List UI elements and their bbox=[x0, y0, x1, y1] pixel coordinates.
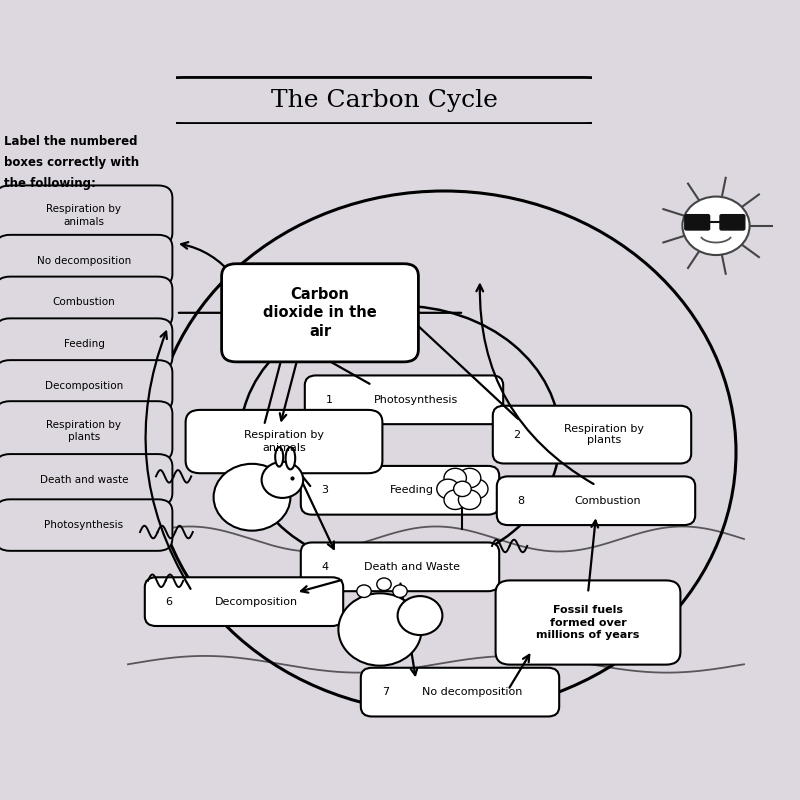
Circle shape bbox=[466, 479, 488, 498]
Text: Death and Waste: Death and Waste bbox=[364, 562, 460, 572]
FancyBboxPatch shape bbox=[301, 466, 499, 514]
FancyBboxPatch shape bbox=[145, 578, 343, 626]
Text: the following:: the following: bbox=[4, 177, 96, 190]
Text: Photosynthesis: Photosynthesis bbox=[45, 520, 123, 530]
Circle shape bbox=[262, 462, 303, 498]
Text: Death and waste: Death and waste bbox=[40, 475, 128, 485]
Text: Feeding: Feeding bbox=[63, 339, 105, 349]
Circle shape bbox=[398, 596, 442, 635]
Text: Combustion: Combustion bbox=[53, 298, 115, 307]
FancyBboxPatch shape bbox=[0, 235, 173, 286]
Circle shape bbox=[458, 468, 481, 488]
FancyBboxPatch shape bbox=[0, 454, 173, 506]
Text: Combustion: Combustion bbox=[574, 496, 642, 506]
Text: 1: 1 bbox=[326, 395, 333, 405]
FancyBboxPatch shape bbox=[361, 668, 559, 717]
Text: No decomposition: No decomposition bbox=[37, 256, 131, 266]
Ellipse shape bbox=[275, 447, 283, 466]
FancyBboxPatch shape bbox=[301, 542, 499, 591]
Circle shape bbox=[393, 585, 407, 598]
Text: Fossil fuels
formed over
millions of years: Fossil fuels formed over millions of yea… bbox=[536, 605, 640, 640]
Text: The Carbon Cycle: The Carbon Cycle bbox=[270, 89, 498, 111]
FancyBboxPatch shape bbox=[495, 581, 680, 665]
FancyBboxPatch shape bbox=[0, 318, 173, 370]
Text: Respiration by
plants: Respiration by plants bbox=[564, 424, 644, 446]
Circle shape bbox=[444, 490, 466, 510]
FancyBboxPatch shape bbox=[493, 406, 691, 463]
Text: Respiration by
plants: Respiration by plants bbox=[46, 420, 122, 442]
FancyBboxPatch shape bbox=[0, 360, 173, 412]
Circle shape bbox=[444, 468, 466, 488]
Text: 4: 4 bbox=[322, 562, 329, 572]
Text: Decomposition: Decomposition bbox=[45, 381, 123, 391]
Text: Respiration by
animals: Respiration by animals bbox=[46, 204, 122, 226]
FancyBboxPatch shape bbox=[168, 78, 600, 123]
FancyBboxPatch shape bbox=[0, 499, 173, 551]
Circle shape bbox=[682, 197, 750, 255]
Text: 8: 8 bbox=[518, 496, 525, 506]
Circle shape bbox=[437, 479, 459, 498]
FancyBboxPatch shape bbox=[186, 410, 382, 474]
Text: 7: 7 bbox=[382, 687, 389, 697]
Circle shape bbox=[214, 464, 290, 530]
Text: No decomposition: No decomposition bbox=[422, 687, 522, 697]
Circle shape bbox=[458, 490, 481, 510]
FancyBboxPatch shape bbox=[305, 375, 503, 424]
Text: Respiration by
animals: Respiration by animals bbox=[244, 430, 324, 453]
FancyBboxPatch shape bbox=[685, 214, 710, 230]
Text: 6: 6 bbox=[166, 597, 173, 606]
FancyBboxPatch shape bbox=[0, 401, 173, 461]
Text: Photosynthesis: Photosynthesis bbox=[374, 395, 458, 405]
Circle shape bbox=[454, 482, 471, 497]
Ellipse shape bbox=[286, 447, 295, 470]
Text: 3: 3 bbox=[322, 486, 329, 495]
Circle shape bbox=[377, 578, 391, 590]
Circle shape bbox=[338, 594, 422, 666]
Circle shape bbox=[357, 585, 371, 598]
FancyBboxPatch shape bbox=[0, 277, 173, 328]
Text: Decomposition: Decomposition bbox=[214, 597, 298, 606]
FancyBboxPatch shape bbox=[222, 264, 418, 362]
Text: 2: 2 bbox=[514, 430, 521, 439]
Text: boxes correctly with: boxes correctly with bbox=[4, 156, 139, 169]
Text: Label the numbered: Label the numbered bbox=[4, 135, 138, 148]
Text: Carbon
dioxide in the
air: Carbon dioxide in the air bbox=[263, 286, 377, 339]
Text: Feeding: Feeding bbox=[390, 486, 434, 495]
FancyBboxPatch shape bbox=[497, 476, 695, 525]
FancyBboxPatch shape bbox=[720, 214, 745, 230]
FancyBboxPatch shape bbox=[0, 186, 173, 246]
